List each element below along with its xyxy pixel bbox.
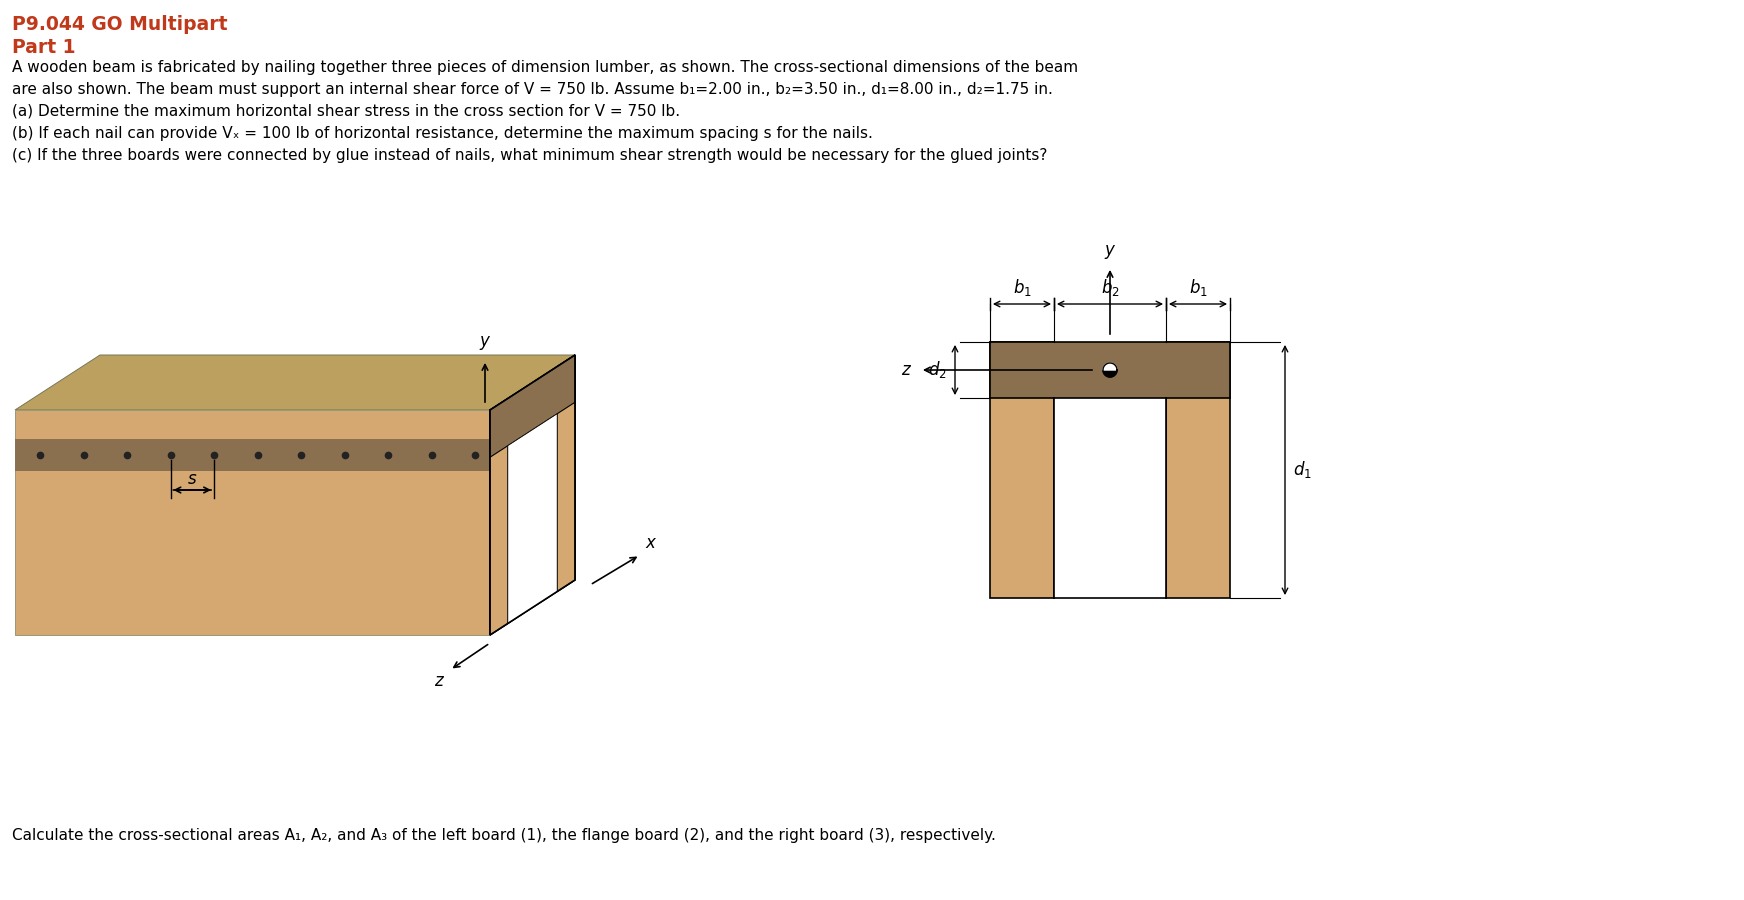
Polygon shape — [508, 414, 556, 624]
Bar — [991, 342, 1053, 598]
Text: A wooden beam is fabricated by nailing together three pieces of dimension lumber: A wooden beam is fabricated by nailing t… — [12, 60, 1078, 75]
Text: $b_1$: $b_1$ — [1189, 277, 1207, 298]
Polygon shape — [16, 410, 490, 635]
Text: $s$: $s$ — [187, 470, 197, 488]
Text: $z$: $z$ — [902, 361, 912, 379]
Text: $z$: $z$ — [434, 672, 445, 690]
Text: $b_2$: $b_2$ — [1100, 277, 1120, 298]
Bar — [1053, 398, 1167, 598]
Text: are also shown. The beam must support an internal shear force of V = 750 lb. Ass: are also shown. The beam must support an… — [12, 82, 1053, 97]
Polygon shape — [490, 355, 576, 457]
Polygon shape — [490, 355, 576, 635]
Text: Calculate the cross-sectional areas A₁, A₂, and A₃ of the left board (1), the fl: Calculate the cross-sectional areas A₁, … — [12, 828, 996, 843]
Text: $x$: $x$ — [645, 534, 657, 552]
Text: $d_2$: $d_2$ — [928, 359, 947, 381]
Text: $y$: $y$ — [480, 334, 492, 352]
Text: $y$: $y$ — [1104, 243, 1116, 261]
Bar — [1167, 342, 1230, 598]
Polygon shape — [1102, 370, 1116, 377]
Polygon shape — [556, 355, 576, 591]
Polygon shape — [16, 439, 490, 471]
Polygon shape — [490, 355, 576, 635]
Text: Part 1: Part 1 — [12, 38, 75, 57]
Text: (b) If each nail can provide Vₓ = 100 lb of horizontal resistance, determine the: (b) If each nail can provide Vₓ = 100 lb… — [12, 126, 874, 141]
Polygon shape — [490, 384, 576, 471]
Bar — [991, 342, 1230, 398]
Text: $b_1$: $b_1$ — [1013, 277, 1031, 298]
Text: $d_1$: $d_1$ — [1292, 460, 1311, 481]
Polygon shape — [1102, 363, 1116, 370]
Text: (c) If the three boards were connected by glue instead of nails, what minimum sh: (c) If the three boards were connected b… — [12, 148, 1048, 163]
Text: (a) Determine the maximum horizontal shear stress in the cross section for V = 7: (a) Determine the maximum horizontal she… — [12, 104, 680, 119]
Text: P9.044 GO Multipart: P9.044 GO Multipart — [12, 15, 227, 34]
Polygon shape — [490, 399, 508, 635]
Polygon shape — [16, 355, 576, 410]
